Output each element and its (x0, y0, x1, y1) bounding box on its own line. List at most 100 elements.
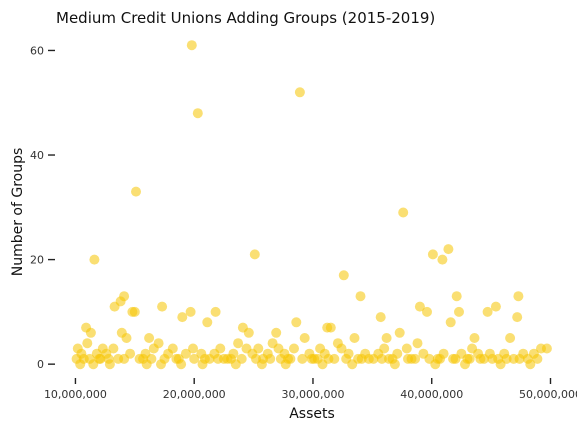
data-point (202, 317, 213, 328)
data-point (376, 353, 387, 364)
data-point (403, 353, 413, 364)
data-point (317, 359, 328, 370)
data-point (109, 301, 120, 312)
data-point (299, 333, 310, 343)
points-layer (71, 40, 552, 370)
data-point (487, 353, 498, 364)
data-point (355, 291, 366, 302)
data-point (144, 333, 155, 343)
data-point (532, 353, 543, 364)
data-point (422, 306, 432, 317)
data-point (82, 338, 93, 349)
x-tick-label: 20,000,000 (163, 388, 226, 401)
data-point (188, 343, 198, 354)
data-point (85, 327, 96, 338)
data-point (450, 353, 461, 364)
data-point (265, 353, 276, 364)
data-point (243, 327, 254, 338)
data-point (89, 254, 100, 265)
data-point (177, 312, 188, 323)
data-point (430, 359, 441, 370)
data-point (363, 353, 374, 364)
data-point (88, 359, 99, 370)
data-point (156, 359, 166, 370)
data-point (176, 359, 187, 370)
x-axis: 10,000,000 20,000,000 30,000,000 40,000,000… (44, 378, 577, 401)
data-point (394, 327, 405, 338)
data-point (482, 306, 493, 317)
data-point (398, 207, 409, 218)
data-point (389, 359, 400, 370)
data-point (180, 348, 191, 359)
data-point (197, 359, 208, 370)
data-point (514, 353, 525, 364)
data-point (541, 343, 552, 354)
data-point (119, 353, 130, 364)
data-point (338, 270, 349, 281)
data-point (325, 322, 336, 333)
x-tick-label: 10,000,000 (44, 388, 107, 401)
data-point (356, 353, 367, 364)
data-point (185, 306, 196, 317)
data-point (271, 327, 282, 338)
data-point (512, 312, 523, 323)
data-point (410, 353, 421, 364)
data-point (280, 359, 291, 370)
data-point (454, 306, 464, 317)
data-point (427, 249, 438, 260)
data-point (375, 312, 386, 323)
data-point (131, 186, 141, 197)
chart-title: Medium Credit Unions Adding Groups (2015… (56, 9, 435, 27)
data-point (336, 343, 347, 354)
data-point (127, 306, 138, 317)
data-point (414, 301, 425, 312)
data-point (525, 359, 536, 370)
y-tick-label: 60 (30, 44, 44, 57)
data-point (505, 333, 516, 343)
data-point (401, 343, 412, 354)
data-point (95, 353, 106, 364)
data-point (445, 317, 456, 328)
data-point (513, 291, 524, 302)
data-point (451, 291, 462, 302)
y-tick-label: 0 (37, 358, 44, 371)
data-point (412, 338, 423, 349)
data-point (379, 343, 390, 354)
x-tick-label: 40,000,000 (400, 388, 463, 401)
data-point (233, 338, 244, 349)
data-point (253, 343, 264, 354)
data-point (75, 359, 86, 370)
data-point (349, 333, 360, 343)
y-tick-label: 40 (30, 149, 44, 162)
data-point (210, 306, 221, 317)
data-point (437, 254, 448, 265)
data-point (186, 40, 197, 51)
data-point (108, 343, 119, 354)
y-tick-label: 20 (30, 254, 44, 267)
data-point (141, 359, 152, 370)
data-point (121, 333, 132, 343)
data-point (218, 353, 229, 364)
data-point (294, 87, 305, 98)
data-point (256, 359, 267, 370)
data-point (192, 108, 203, 119)
data-point (392, 348, 403, 359)
y-axis-label: Number of Groups (10, 148, 26, 277)
data-point (153, 338, 164, 349)
data-point (289, 343, 299, 354)
data-point (381, 333, 392, 343)
data-point (475, 353, 486, 364)
x-tick-label: 50,000,000 (519, 388, 577, 401)
data-point (495, 359, 506, 370)
data-point (291, 317, 302, 328)
x-axis-label: Assets (289, 406, 335, 422)
y-axis: 0 20 40 60 (30, 44, 55, 371)
data-point (490, 301, 501, 312)
data-point (249, 249, 260, 260)
data-point (443, 244, 454, 255)
data-point (215, 343, 226, 354)
data-point (167, 343, 178, 354)
data-point (189, 353, 200, 364)
